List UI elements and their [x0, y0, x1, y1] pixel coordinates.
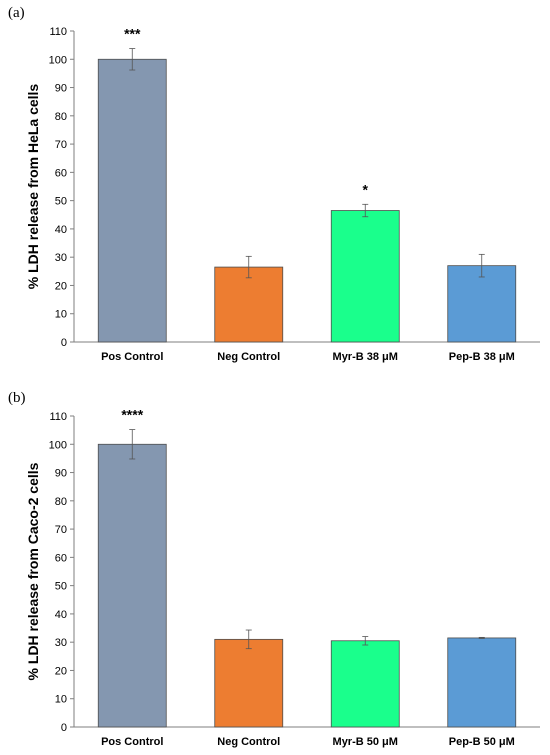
y-tick-label: 0	[61, 337, 67, 349]
y-tick-label: 70	[55, 524, 67, 536]
chart-panel-1: (a) 0 10 20 30 40 50 60 70 80 90 100 110 % LDH releas…	[8, 5, 540, 363]
y-tick-label: 70	[55, 139, 67, 151]
bar	[330, 640, 400, 728]
bar	[97, 58, 167, 343]
y-tick-label: 110	[49, 26, 67, 38]
y-axis-title: % LDH release from HeLa cells	[25, 84, 41, 290]
y-tick-label: 50	[55, 196, 67, 208]
category-label: Pos Control	[101, 351, 163, 363]
y-tick-label: 20	[55, 280, 67, 292]
chart-panel-2: (b) 0 10 20 30 40 50 60 70 80 90 100 110 % LDH releas…	[8, 390, 540, 748]
y-tick-label: 80	[55, 111, 67, 123]
category-label: Pos Control	[101, 736, 163, 748]
y-tick-label: 40	[55, 224, 67, 236]
y-tick-label: 0	[61, 722, 67, 734]
y-tick-label: 100	[49, 54, 67, 66]
significance-marker: ***	[124, 26, 141, 42]
bar	[214, 266, 284, 343]
category-label: Myr-B 38 μM	[333, 351, 398, 363]
category-label: Neg Control	[217, 736, 280, 748]
bar	[447, 637, 517, 728]
y-tick-label: 30	[55, 637, 67, 649]
y-tick-label: 100	[49, 439, 67, 451]
bar	[214, 638, 284, 728]
category-label: Neg Control	[217, 351, 280, 363]
y-tick-label: 80	[55, 496, 67, 508]
y-tick-label: 60	[55, 167, 67, 179]
category-label: Pep-B 38 μM	[449, 351, 515, 363]
significance-marker: *	[363, 181, 369, 197]
category-label: Pep-B 50 μM	[449, 736, 515, 748]
y-tick-label: 50	[55, 581, 67, 593]
panel-label: (b)	[8, 390, 26, 406]
significance-marker: ****	[121, 407, 143, 423]
y-tick-label: 10	[55, 309, 67, 321]
y-tick-label: 90	[55, 83, 67, 95]
y-tick-label: 60	[55, 552, 67, 564]
y-tick-label: 90	[55, 468, 67, 480]
y-tick-label: 30	[55, 252, 67, 264]
y-tick-label: 10	[55, 694, 67, 706]
panel-label: (a)	[8, 5, 25, 21]
y-tick-label: 20	[55, 665, 67, 677]
y-tick-label: 40	[55, 609, 67, 621]
bar	[447, 265, 517, 343]
y-axis-title: % LDH release from Caco-2 cells	[25, 462, 41, 680]
y-tick-label: 110	[49, 411, 67, 423]
bar	[330, 210, 400, 343]
bar	[97, 443, 167, 728]
category-label: Myr-B 50 μM	[333, 736, 398, 748]
